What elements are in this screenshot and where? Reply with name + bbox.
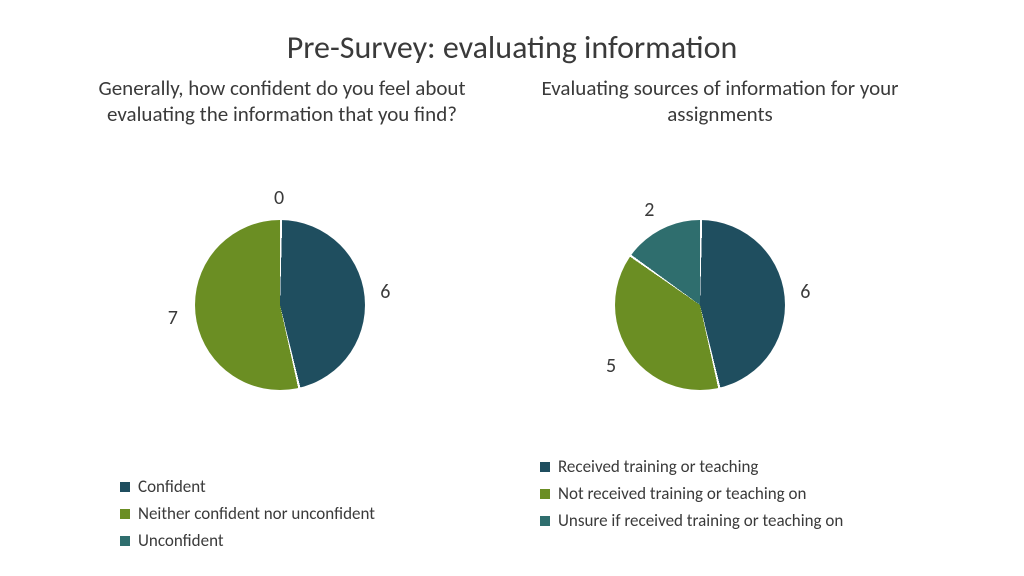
pie-data-label: 6	[380, 280, 390, 304]
left-chart-title: Generally, how confident do you feel abo…	[92, 75, 472, 128]
legend-label: Unconfident	[138, 530, 224, 551]
pie-data-label: 0	[274, 186, 284, 210]
legend-swatch	[120, 509, 130, 519]
legend-label: Neither confident nor unconfident	[138, 503, 375, 524]
right-pie-chart: 652	[615, 220, 785, 390]
pie-data-label: 5	[606, 354, 616, 378]
slide: { "title": { "text": "Pre-Survey: evalua…	[0, 0, 1024, 576]
legend-swatch	[540, 462, 550, 472]
legend-item: Not received training or teaching on	[540, 483, 843, 504]
legend-swatch	[540, 516, 550, 526]
left-pie	[195, 220, 365, 390]
legend-label: Confident	[138, 476, 206, 497]
right-pie	[615, 220, 785, 390]
pie-data-label: 6	[800, 280, 810, 304]
pie-data-label: 2	[644, 198, 654, 222]
legend-item: Neither confident nor unconfident	[120, 503, 375, 524]
legend-item: Unsure if received training or teaching …	[540, 510, 843, 531]
legend-swatch	[120, 482, 130, 492]
legend-swatch	[540, 489, 550, 499]
right-chart-title: Evaluating sources of information for yo…	[530, 75, 910, 128]
pie-data-label: 7	[168, 306, 178, 330]
legend-item: Unconfident	[120, 530, 375, 551]
page-title: Pre-Survey: evaluating information	[0, 28, 1024, 67]
legend-label: Not received training or teaching on	[558, 483, 806, 504]
legend-swatch	[120, 536, 130, 546]
legend-item: Confident	[120, 476, 375, 497]
legend-label: Unsure if received training or teaching …	[558, 510, 843, 531]
right-legend: Received training or teaching Not receive…	[540, 450, 843, 537]
left-pie-chart: 670	[195, 220, 365, 390]
left-legend: Confident Neither confident nor unconfide…	[120, 470, 375, 557]
legend-item: Received training or teaching	[540, 456, 843, 477]
legend-label: Received training or teaching	[558, 456, 758, 477]
